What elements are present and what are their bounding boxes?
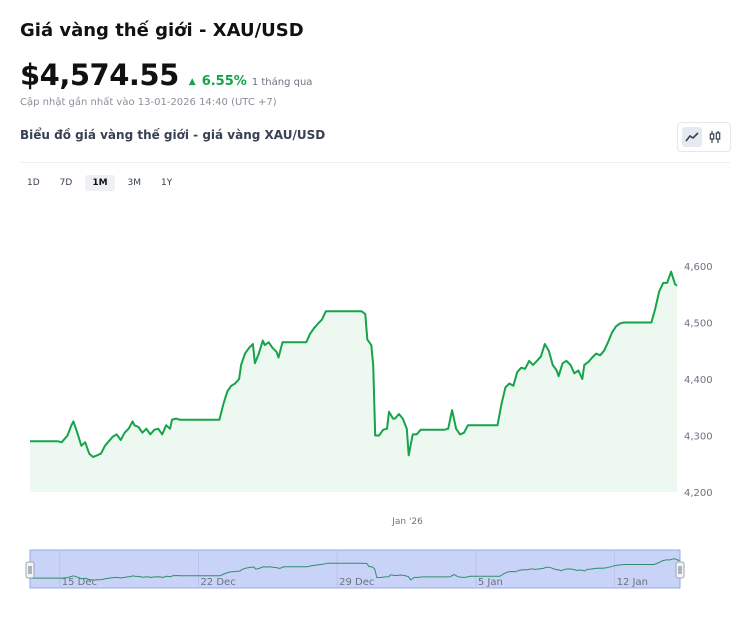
range-selector: 1D 7D 1M 3M 1Y [20, 175, 185, 191]
navigator-tick-label: 29 Dec [339, 577, 374, 588]
change-period: 1 tháng qua [251, 77, 313, 88]
range-3m-button[interactable]: 3M [127, 178, 142, 188]
navigator-tick-label: 15 Dec [62, 577, 97, 588]
line-chart-icon [685, 132, 699, 142]
last-updated: Cập nhật gần nhất vào 13-01-2026 14:40 (… [20, 97, 277, 108]
page-title: Giá vàng thế giới - XAU/USD [20, 20, 304, 41]
current-price: $4,574.55 [20, 58, 179, 92]
price-area [30, 271, 677, 492]
range-1y-button[interactable]: 1Y [161, 178, 173, 188]
navigator-left-handle[interactable] [25, 561, 35, 579]
navigator-tick-label: 5 Jan [478, 577, 503, 588]
navigator-line [30, 558, 681, 581]
range-1d-button[interactable]: 1D [27, 178, 40, 188]
navigator-tick-label: 22 Dec [200, 577, 235, 588]
chart-view-toggle [677, 122, 731, 152]
y-tick-label: 4,500 [684, 319, 713, 330]
candlestick-icon [709, 131, 721, 143]
navigator-chart[interactable]: 15 Dec 22 Dec 29 Dec 5 Jan 12 Jan [0, 540, 750, 600]
price-line [30, 270, 678, 458]
price-chart[interactable]: 4,600 4,500 4,400 4,300 4,200 Jan '26 [0, 230, 750, 530]
up-arrow-icon: ▲ [188, 77, 196, 87]
range-1m-button[interactable]: 1M [85, 175, 115, 191]
range-7d-button[interactable]: 7D [59, 178, 73, 188]
y-tick-label: 4,200 [684, 488, 713, 499]
y-tick-label: 4,400 [684, 375, 713, 386]
navigator-right-handle[interactable] [675, 561, 685, 579]
price-change: ▲ 6.55% 1 tháng qua [189, 74, 313, 89]
y-tick-label: 4,300 [684, 432, 713, 443]
change-percent: 6.55% [201, 74, 247, 89]
navigator-tick-label: 12 Jan [617, 577, 648, 588]
x-tick-label: Jan '26 [391, 517, 423, 527]
candlestick-chart-button[interactable] [705, 127, 725, 147]
line-chart-button[interactable] [682, 127, 702, 147]
price-row: $4,574.55 ▲ 6.55% 1 tháng qua [20, 58, 312, 92]
chart-title: Biểu đồ giá vàng thế giới - giá vàng XAU… [20, 128, 326, 142]
y-tick-label: 4,600 [684, 262, 713, 273]
divider [20, 162, 730, 163]
